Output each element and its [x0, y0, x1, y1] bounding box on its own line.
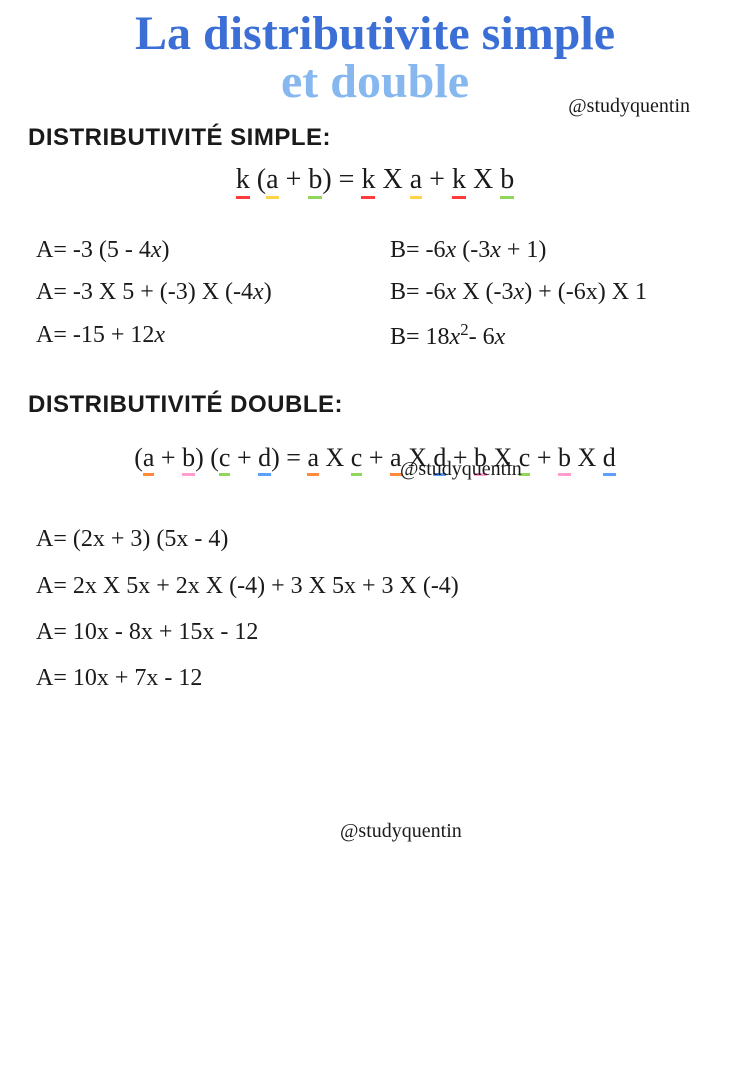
var-a2: a — [410, 164, 422, 199]
var-a: a — [266, 164, 278, 199]
eq-b-1: B= -6x (-3x + 1) — [390, 234, 720, 266]
var-k3: k — [452, 164, 466, 199]
var-b2: b — [500, 164, 514, 199]
eq-a-3: A= -15 + 12x — [36, 319, 366, 351]
credit-mid: @studyquentin — [400, 458, 522, 481]
title-line-2: et double — [281, 55, 469, 108]
eq-a-1: A= -3 (5 - 4x) — [36, 234, 366, 266]
section-heading-simple: DISTRIBUTIVITÉ SIMPLE: — [28, 124, 750, 152]
var-b: b — [308, 164, 322, 199]
eq-d-1: A= (2x + 3) (5x - 4) — [36, 523, 720, 555]
eq-d-2: A= 2x X 5x + 2x X (-4) + 3 X 5x + 3 X (-… — [36, 570, 720, 602]
formula-simple: k (a + b) = k X a + k X b — [0, 164, 750, 196]
section-heading-double: DISTRIBUTIVITÉ DOUBLE: — [28, 391, 750, 419]
credit-bottom: @studyquentin — [340, 820, 462, 843]
var-b2: b — [558, 443, 571, 476]
eq-d-3: A= 10x - 8x + 15x - 12 — [36, 616, 720, 648]
formula-double: (a + b) (c + d) = a X c + a X d + b X c … — [0, 443, 750, 473]
eq-a-2: A= -3 X 5 + (-3) X (-4x) — [36, 276, 366, 308]
var-a: a — [143, 443, 155, 476]
var-k2: k — [361, 164, 375, 199]
title-line-1: La distributivite simple — [135, 7, 615, 60]
example-A: A= -3 (5 - 4x) A= -3 X 5 + (-3) X (-4x) … — [36, 224, 366, 363]
eq-b-3: B= 18x2- 6x — [390, 319, 720, 353]
credit-top: @studyquentin — [568, 95, 690, 118]
examples-double: A= (2x + 3) (5x - 4) A= 2x X 5x + 2x X (… — [0, 501, 750, 695]
page-title: La distributivite simple et double — [0, 10, 750, 106]
title-block: La distributivite simple et double — [0, 0, 750, 106]
var-b: b — [182, 443, 195, 476]
var-k: k — [236, 164, 250, 199]
var-d: d — [258, 443, 271, 476]
var-d2: d — [603, 443, 616, 476]
eq-d-4: A= 10x + 7x - 12 — [36, 662, 720, 694]
var-a1: a — [307, 443, 319, 476]
example-B: B= -6x (-3x + 1) B= -6x X (-3x) + (-6x) … — [390, 224, 720, 363]
var-c1: c — [351, 443, 363, 476]
examples-simple: A= -3 (5 - 4x) A= -3 X 5 + (-3) X (-4x) … — [0, 224, 750, 363]
eq-b-2: B= -6x X (-3x) + (-6x) X 1 — [390, 276, 720, 308]
var-c: c — [219, 443, 231, 476]
